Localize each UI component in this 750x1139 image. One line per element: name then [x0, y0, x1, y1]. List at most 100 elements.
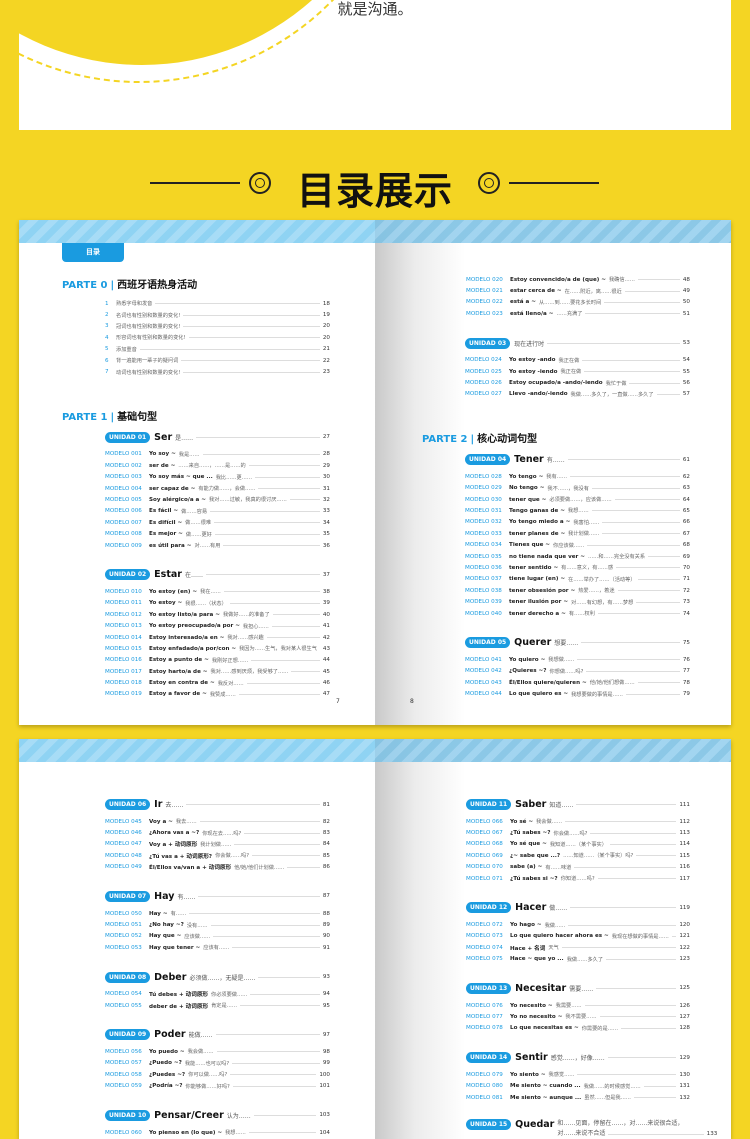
toc-entry[interactable]: MODELO 035 no tiene nada que ver ~ ……和……完全…	[465, 551, 690, 562]
toc-entry[interactable]: MODELO 016 Estoy a punto de ~ 我刚好正想…… 44	[105, 655, 330, 666]
toc-entry[interactable]: MODELO 080 Me siento ~ cuando ... 我做……的时候感…	[466, 1080, 690, 1091]
toc-entry[interactable]: MODELO 052 Hay que ~ 应该做…… 90	[105, 931, 330, 942]
unit-heading[interactable]: UNIDAD 01 Ser 是…… 27	[105, 430, 330, 445]
toc-entry[interactable]: MODELO 066 Yo sé ~ 我会做…… 112	[466, 816, 690, 827]
toc-entry[interactable]: 4 形容词也有性别和数量的变化! 20	[105, 332, 330, 343]
toc-entry[interactable]: MODELO 020 Estoy convencido/a de (que) ~ 我…	[466, 274, 690, 285]
toc-entry[interactable]: MODELO 025 Yo estoy -iendo 我正在做 55	[465, 366, 690, 377]
toc-entry[interactable]: MODELO 059 ¿Podría ~? 你能够做……好吗? 101	[105, 1080, 330, 1091]
toc-entry[interactable]: MODELO 037 tiene lugar (en) ~ 在……举办了……（活动等…	[465, 574, 690, 585]
toc-entry[interactable]: MODELO 024 Yo estoy -ando 我正在做 54	[465, 355, 690, 366]
toc-entry[interactable]: MODELO 043 Él/Ellos quiere/quieren ~ 他/她/他…	[465, 677, 690, 688]
toc-entry[interactable]: MODELO 077 Yo no necesito ~ 我不需要…… 127	[466, 1011, 690, 1022]
toc-entry[interactable]: MODELO 056 Yo puedo ~ 我会做…… 98	[105, 1046, 330, 1057]
toc-entry[interactable]: MODELO 050 Hay ~ 有…… 88	[105, 908, 330, 919]
unit-heading[interactable]: UNIDAD 12 Hacer 做…… 119	[466, 900, 690, 915]
toc-entry[interactable]: MODELO 058 ¿Puedes ~? 你可以做……吗? 100	[105, 1069, 330, 1080]
toc-entry[interactable]: MODELO 029 No tengo ~ 我不……，我没有 63	[465, 483, 690, 494]
toc-entry[interactable]: MODELO 072 Yo hago ~ 我做…… 120	[466, 919, 690, 930]
unit-heading[interactable]: UNIDAD 13 Necesitar 需要…… 125	[466, 981, 690, 996]
toc-entry[interactable]: MODELO 010 Yo estoy (en) ~ 我在…… 38	[105, 586, 330, 597]
toc-entry[interactable]: MODELO 001 Yo soy ~ 我是…… 28	[105, 449, 330, 460]
toc-entry[interactable]: MODELO 060 Yo pienso en (lo que) ~ 我想…… 104	[105, 1127, 330, 1138]
toc-entry[interactable]: MODELO 070 sabe (a) ~ 有……味道 116	[466, 862, 690, 873]
unit-heading[interactable]: UNIDAD 02 Estar 在…… 37	[105, 567, 330, 582]
toc-entry[interactable]: MODELO 039 tener ilusión por ~ 对……有幻想，有……梦…	[465, 596, 690, 607]
toc-entry[interactable]: MODELO 049 Él/Ellos va/van a + 动词原形 他/她/他们…	[105, 862, 330, 873]
unit-heading[interactable]: UNIDAD 08 Deber 必须做……，无疑是…… 93	[105, 970, 330, 985]
toc-entry[interactable]: MODELO 012 Yo estoy listo/a para ~ 我做好……的准…	[105, 609, 330, 620]
toc-entry[interactable]: MODELO 011 Yo estoy ~ 我很……（状态） 39	[105, 598, 330, 609]
toc-entry[interactable]: MODELO 003 Yo soy más ~ que ... 我比……更…… 30	[105, 472, 330, 483]
toc-entry[interactable]: MODELO 019 Estoy a favor de ~ 我赞成…… 47	[105, 689, 330, 700]
toc-entry[interactable]: 7 动词也有性别和数量的变化! 23	[105, 366, 330, 377]
toc-entry[interactable]: MODELO 034 Tienes que ~ 你应该做…… 68	[465, 539, 690, 550]
toc-entry[interactable]: MODELO 028 Yo tengo ~ 我有…… 62	[465, 471, 690, 482]
toc-entry[interactable]: MODELO 045 Voy a ~ 我去…… 82	[105, 816, 330, 827]
toc-entry[interactable]: MODELO 021 estar cerca de ~ 在……附近，离……很近 49	[466, 285, 690, 296]
toc-entry[interactable]: MODELO 053 Hay que tener ~ 应该有…… 91	[105, 942, 330, 953]
toc-entry[interactable]: MODELO 042 ¿Quieres ~? 你想做……吗? 77	[465, 666, 690, 677]
toc-entry[interactable]: MODELO 075 Hace ~ que yo ... 我做……多久了 123	[466, 954, 690, 965]
toc-entry[interactable]: 5 添加重音 21	[105, 344, 330, 355]
toc-entry[interactable]: MODELO 051 ¿No hay ~? 没有…… 89	[105, 919, 330, 930]
toc-entry[interactable]: MODELO 055 deber de + 动词原形 肯定是…… 95	[105, 1000, 330, 1011]
toc-entry[interactable]: MODELO 006 Es fácil ~ 做……容易 33	[105, 506, 330, 517]
toc-entry[interactable]: MODELO 054 Tú debes + 动词原形 你必须要做…… 94	[105, 989, 330, 1000]
toc-entry[interactable]: MODELO 007 Es difícil ~ 做……很难 34	[105, 517, 330, 528]
toc-entry[interactable]: MODELO 015 Estoy enfadado/a por/con ~ 我因为……	[105, 643, 330, 654]
unit-heading[interactable]: UNIDAD 03 现在进行时 53	[465, 336, 690, 351]
toc-entry[interactable]: MODELO 009 es útil para ~ 对……有用 36	[105, 540, 330, 551]
toc-entry[interactable]: MODELO 074 Hace + 名词 天气 122	[466, 942, 690, 953]
toc-entry[interactable]: MODELO 008 Es mejor ~ 做……更好 35	[105, 528, 330, 539]
toc-entry[interactable]: MODELO 002 ser de ~ ……来自……，……是……的 29	[105, 460, 330, 471]
toc-entry[interactable]: MODELO 040 tener derecho a ~ 有……权利 74	[465, 608, 690, 619]
toc-entry[interactable]: 2 名词也有性别和数量的变化! 19	[105, 309, 330, 320]
unit-heading[interactable]: UNIDAD 15 Quedar 和……见面，停留在……，对……来说很合适， 对……来…	[466, 1119, 717, 1139]
toc-entry[interactable]: MODELO 081 Me siento ~ aunque ... 虽然……但是我……	[466, 1092, 690, 1103]
toc-entry[interactable]: MODELO 026 Estoy ocupado/a -ando/-iendo 我忙…	[465, 377, 690, 388]
unit-heading[interactable]: UNIDAD 14 Sentir 感觉……，好像…… 129	[466, 1050, 690, 1065]
entry-chinese: 我想……	[225, 1130, 246, 1137]
toc-entry[interactable]: MODELO 004 ser capaz de ~ 有能力做……，会做…… 31	[105, 483, 330, 494]
toc-entry[interactable]: MODELO 073 Lo que quiero hacer ahora es ~…	[466, 931, 690, 942]
entry-chinese: 没有……	[186, 922, 208, 929]
toc-entry[interactable]: MODELO 005 Soy alérgico/a a ~ 我对……过敏，我真的很讨…	[105, 494, 330, 505]
toc-entry[interactable]: MODELO 036 tener sentido ~ 有……意义，有……感 70	[465, 562, 690, 573]
unit-heading[interactable]: UNIDAD 11 Saber 知道…… 111	[466, 797, 690, 812]
toc-entry[interactable]: MODELO 079 Yo siento ~ 我感觉…… 130	[466, 1069, 690, 1080]
toc-entry[interactable]: MODELO 013 Yo estoy preocupado/a por ~ 我担心…	[105, 620, 330, 631]
toc-entry[interactable]: MODELO 023 está lleno/a ~ ……充满了 51	[466, 308, 690, 319]
toc-entry[interactable]: MODELO 014 Estoy interesado/a en ~ 我对……感兴趣…	[105, 632, 330, 643]
toc-entry[interactable]: MODELO 027 Llevo -ando/-iendo 我做……多久了，一直做……	[465, 389, 690, 400]
toc-entry[interactable]: 3 冠词也有性别和数量的变化! 20	[105, 321, 330, 332]
toc-entry[interactable]: MODELO 041 Yo quiero ~ 我想做…… 76	[465, 654, 690, 665]
toc-entry[interactable]: MODELO 032 Yo tengo miedo a ~ 我害怕…… 66	[465, 517, 690, 528]
toc-entry[interactable]: MODELO 067 ¿Tú sabes ~? 你会做……吗? 113	[466, 827, 690, 838]
toc-entry[interactable]: 1 熟悉字母和发音 18	[105, 298, 330, 309]
toc-entry[interactable]: MODELO 076 Yo necesito ~ 我需要…… 126	[466, 1000, 690, 1011]
toc-entry[interactable]: 6 背一遍能用一辈子的疑问词 22	[105, 355, 330, 366]
unit-heading[interactable]: UNIDAD 04 Tener 有…… 61	[465, 452, 690, 467]
toc-entry[interactable]: MODELO 038 tener obsesión por ~ 热爱……，着迷 72	[465, 585, 690, 596]
unit-heading[interactable]: UNIDAD 10 Pensar/Creer 认为…… 103	[105, 1108, 330, 1123]
toc-entry[interactable]: MODELO 046 ¿Ahora vas a ~? 你现在去……吗? 83	[105, 827, 330, 838]
toc-entry[interactable]: MODELO 033 tener planes de ~ 我计划做…… 67	[465, 528, 690, 539]
toc-entry[interactable]: MODELO 068 Yo sé que ~ 我知道……（某个事实） 114	[466, 839, 690, 850]
toc-entry[interactable]: MODELO 044 Lo que quiero es ~ 我想要做的事情是…… 79	[465, 688, 690, 699]
toc-entry[interactable]: MODELO 071 ¿Tú sabes si ~? 你知道……吗? 117	[466, 873, 690, 884]
unit-heading[interactable]: UNIDAD 09 Poder 能做…… 97	[105, 1027, 330, 1042]
unit-heading[interactable]: UNIDAD 06 Ir 去…… 81	[105, 797, 330, 812]
toc-entry[interactable]: MODELO 018 Estoy en contra de ~ 我反对…… 46	[105, 677, 330, 688]
toc-entry[interactable]: MODELO 069 ¿~ sabe que ...? ……知道……（某个事实）吗?…	[466, 850, 690, 861]
toc-entry[interactable]: MODELO 057 ¿Puedo ~? 我能……也可以吗? 99	[105, 1058, 330, 1069]
toc-entry[interactable]: MODELO 078 Lo que necesitas es ~ 你需要的是…… 12…	[466, 1023, 690, 1034]
toc-entry[interactable]: MODELO 031 Tengo ganas de ~ 我想…… 65	[465, 505, 690, 516]
toc-entry[interactable]: MODELO 022 está a ~ 从……到……要花多长时间 50	[466, 297, 690, 308]
toc-entry[interactable]: MODELO 048 ¿Tú vas a + 动词原形? 你会做……吗? 85	[105, 850, 330, 861]
toc-entry[interactable]: MODELO 030 tener que ~ 必须要做……，应该做…… 64	[465, 494, 690, 505]
unit-heading[interactable]: UNIDAD 05 Querer 想要…… 75	[465, 635, 690, 650]
toc-entry[interactable]: MODELO 017 Estoy harto/a de ~ 我对……感到厌烦，我受够…	[105, 666, 330, 677]
toc-entry[interactable]: MODELO 047 Voy a + 动词原形 我计划做…… 84	[105, 839, 330, 850]
unit-heading[interactable]: UNIDAD 07 Hay 有…… 87	[105, 889, 330, 904]
